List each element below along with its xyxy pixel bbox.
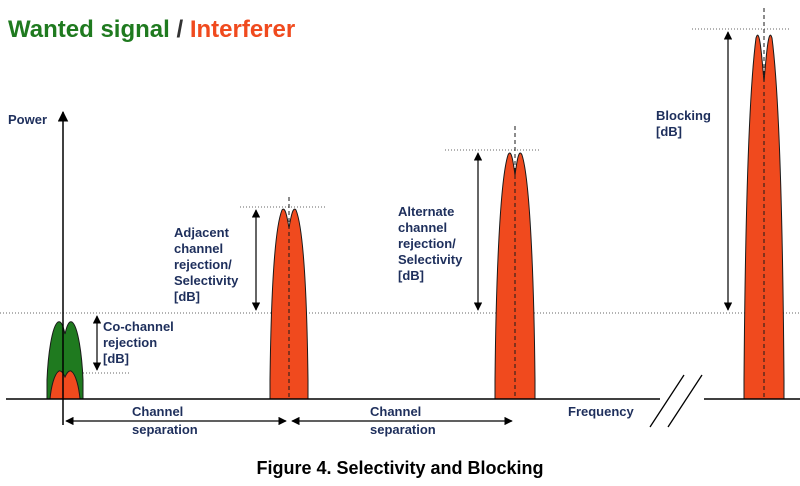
separation1-label: Channel separation	[132, 404, 198, 437]
y-axis-label: Power	[8, 112, 47, 127]
cochannel-label: Co-channel rejection [dB]	[103, 319, 177, 366]
cochannel-interferer-peak	[49, 370, 81, 400]
x-axis-label: Frequency	[568, 404, 635, 419]
axis-break-mark-2	[667, 374, 703, 428]
separation2-label: Channel separation	[370, 404, 436, 437]
legend-title: Wanted signal / Interferer	[8, 16, 295, 44]
alternate-label: Alternate channel rejection/ Selectivity…	[398, 204, 466, 283]
figure-caption: Figure 4. Selectivity and Blocking	[256, 458, 543, 478]
legend-wanted: Wanted signal	[8, 16, 170, 43]
blocking-label: Blocking [dB]	[656, 108, 715, 139]
adjacent-label: Adjacent channel rejection/ Selectivity …	[174, 225, 242, 304]
legend-separator: /	[176, 16, 184, 43]
axis-break-mark-1	[649, 374, 685, 428]
legend-interferer: Interferer	[189, 16, 296, 43]
